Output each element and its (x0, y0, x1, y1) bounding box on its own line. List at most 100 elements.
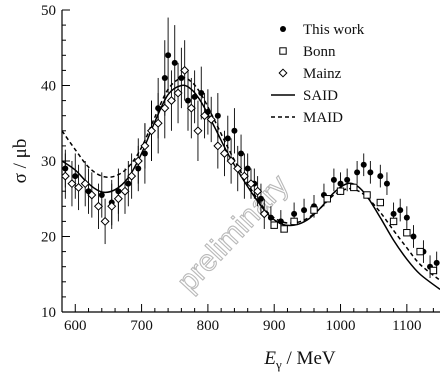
legend-this-work-label: This work (303, 22, 365, 38)
x-tick-label: 800 (197, 318, 220, 334)
mainz-point (160, 103, 170, 113)
y-tick-label: 50 (41, 3, 56, 19)
mainz-point (127, 171, 137, 181)
axis-ticks (61, 9, 434, 313)
legend-mainz-marker (278, 68, 288, 78)
bonn-point (270, 221, 278, 229)
this-work-point (185, 97, 191, 104)
bonn-point (389, 217, 398, 226)
mainz-point (173, 88, 183, 98)
this-work-point (231, 127, 238, 134)
x-tick-label: 900 (263, 318, 286, 334)
mainz-point (120, 186, 130, 196)
this-work-point (178, 74, 185, 81)
mainz-point (147, 126, 157, 136)
this-work-point (171, 59, 178, 66)
this-work-point (337, 180, 344, 187)
bonn-point (323, 195, 331, 203)
y-tick-label: 10 (41, 305, 56, 321)
mainz-point (67, 179, 77, 189)
this-work-point (397, 207, 404, 214)
bonn-point (429, 266, 438, 275)
mainz-point (186, 103, 196, 113)
x-tick-label: 1000 (326, 318, 356, 334)
this-work-point (257, 195, 264, 202)
y-axis-title: σ / μb (10, 139, 31, 184)
this-work-point (125, 180, 132, 187)
legend-mainz-label: Mainz (303, 66, 342, 82)
x-tick-label: 1100 (392, 318, 421, 334)
mainz-point (200, 111, 210, 121)
this-work-point (301, 207, 308, 214)
this-work-point (238, 150, 245, 157)
bonn-point (363, 191, 371, 199)
mainz-point (259, 209, 269, 219)
bonn-point (376, 198, 385, 207)
legend-this-work-marker (280, 26, 286, 32)
bonn-point (403, 229, 411, 237)
this-work-point (165, 52, 172, 59)
mainz-point (113, 194, 123, 204)
bonn-point (290, 217, 298, 226)
bonn-point (350, 183, 358, 192)
mainz-point (74, 182, 84, 192)
mainz-point (166, 96, 176, 106)
mainz-point (180, 65, 190, 75)
legend: This work Bonn Mainz SAID MAID (271, 22, 365, 126)
x-axis-title: Eγ / MeV (263, 348, 335, 372)
mainz-point (233, 164, 243, 174)
bonn-point (280, 225, 288, 233)
mainz-point (87, 190, 97, 200)
this-work-point (191, 93, 198, 100)
this-work-point (433, 259, 440, 266)
mainz-point (206, 114, 216, 124)
this-work-point (354, 169, 361, 176)
bonn-point (416, 247, 424, 256)
y-tick-label: 30 (41, 154, 56, 170)
bonn-point (336, 187, 345, 195)
mainz-point (153, 118, 163, 128)
mainz-point (80, 179, 90, 189)
this-work-point (360, 161, 367, 168)
mainz-point (213, 141, 223, 151)
y-tick-label: 20 (41, 230, 56, 246)
this-work-point (267, 214, 274, 221)
mainz-point (140, 141, 150, 151)
legend-bonn-label: Bonn (303, 44, 336, 60)
axes (61, 10, 440, 313)
mainz-point (100, 216, 110, 226)
this-work-point (383, 180, 390, 187)
tick-labels: 600 700 800 900 1000 1100 10 20 30 40 50 (41, 3, 422, 334)
legend-bonn-marker (279, 47, 287, 55)
mainz-point (226, 156, 236, 166)
bonn-point (310, 206, 318, 214)
this-work-point (410, 233, 417, 240)
this-work-point (344, 176, 351, 183)
this-work-point (367, 169, 374, 176)
this-work-point (244, 165, 251, 172)
this-work-point (98, 191, 105, 198)
legend-said-label: SAID (303, 88, 338, 104)
data-points (62, 17, 440, 279)
mainz-point (253, 186, 263, 196)
mainz-point (133, 156, 143, 166)
this-work-point (330, 176, 337, 183)
mainz-point (62, 171, 70, 181)
mainz-point (93, 201, 103, 211)
mainz-point (219, 148, 229, 158)
mainz-point (246, 179, 256, 189)
mainz-point (193, 126, 203, 136)
this-work-point (390, 210, 397, 217)
mainz-point (239, 171, 249, 181)
y-tick-label: 40 (41, 79, 56, 95)
x-tick-label: 700 (130, 318, 153, 334)
this-work-point (224, 135, 231, 142)
this-work-point (377, 173, 384, 180)
this-work-point (214, 112, 221, 119)
this-work-point (277, 218, 284, 225)
watermark-text: preliminary (171, 169, 295, 299)
legend-maid-label: MAID (303, 110, 343, 126)
this-work-point (291, 210, 298, 217)
x-tick-label: 600 (64, 318, 87, 334)
